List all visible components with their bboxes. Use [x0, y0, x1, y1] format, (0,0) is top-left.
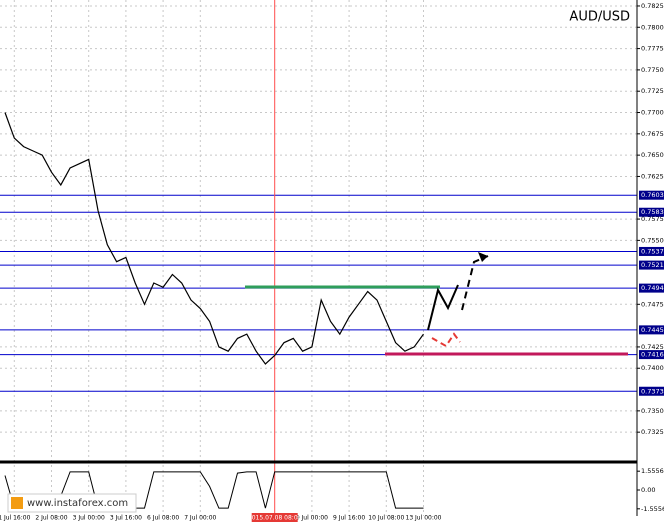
y-tick-label: 0.7625: [641, 172, 664, 180]
y-tick-label: 0.7750: [641, 66, 664, 74]
level-label-box: [639, 260, 664, 270]
osc-tick-label: 0.00: [641, 486, 655, 494]
forecast-arrow: [461, 255, 489, 311]
y-tick-label: 0.7325: [641, 428, 664, 436]
x-tick-label: 3 Jul 16:00: [110, 515, 142, 522]
level-label-box: [639, 246, 664, 256]
x-tick-label: 2 Jul 08:00: [35, 515, 67, 522]
arrow-head: [478, 252, 488, 262]
level-label-box: [639, 283, 664, 293]
y-tick-label: 0.7800: [641, 23, 664, 31]
x-tick-label: 6 Jul 08:00: [147, 515, 179, 522]
alt-forecast-path: [431, 332, 461, 348]
watermark-box: [7, 493, 137, 513]
level-label-box: [639, 386, 664, 396]
level-label: 0.7494: [641, 284, 664, 292]
level-label-box: [639, 325, 664, 335]
cursor-label: 2015.07.08 08:00: [248, 515, 302, 522]
x-tick-label: 3 Jul 00:00: [73, 515, 105, 522]
oscillator-line: [4, 471, 424, 509]
level-label-box: [639, 350, 664, 360]
level-label-box: [639, 190, 664, 200]
y-tick-label: 0.7775: [641, 45, 664, 53]
grid: [0, 0, 637, 516]
watermark-logo: [11, 497, 23, 509]
level-label: 0.7537: [641, 247, 664, 255]
osc-tick-label: -1.5556: [641, 505, 664, 513]
y-tick-label: 0.7825: [641, 2, 664, 10]
level-label: 0.7445: [641, 326, 664, 334]
x-tick-label: 13 Jul 00:00: [406, 515, 442, 522]
level-label: 0.7583: [641, 208, 664, 216]
x-tick-label: 10 Jul 08:00: [368, 515, 404, 522]
y-tick-label: 0.7550: [641, 236, 664, 244]
level-label: 0.7416: [641, 351, 664, 359]
level-label: 0.7603: [641, 191, 664, 199]
x-tick-label: 9 Jul 16:00: [333, 515, 365, 522]
y-tick-label: 0.7700: [641, 109, 664, 117]
y-tick-label: 0.7650: [641, 151, 664, 159]
x-tick-label: 9 Jul 00:00: [296, 515, 328, 522]
y-tick-label: 0.7725: [641, 87, 664, 95]
y-tick-label: 0.7475: [641, 300, 664, 308]
x-tick-label: 1 Jul 16:00: [0, 515, 31, 522]
level-label: 0.7373: [641, 387, 664, 395]
level-label-box: [639, 207, 664, 217]
chart-title: AUD/USD: [569, 10, 630, 25]
y-tick-label: 0.7575: [641, 215, 664, 223]
cursor-label-box: [251, 513, 298, 522]
price-line: [4, 112, 424, 365]
y-tick-label: 0.7675: [641, 130, 664, 138]
watermark: www.instaforex.com: [27, 498, 128, 509]
x-tick-label: 7 Jul 00:00: [184, 515, 216, 522]
level-label: 0.7521: [641, 261, 664, 269]
forecast-path: [427, 284, 459, 331]
y-tick-label: 0.7350: [641, 407, 664, 415]
y-tick-label: 0.7400: [641, 364, 664, 372]
y-tick-label: 0.7425: [641, 343, 664, 351]
osc-tick-label: 1.5556: [641, 467, 664, 475]
